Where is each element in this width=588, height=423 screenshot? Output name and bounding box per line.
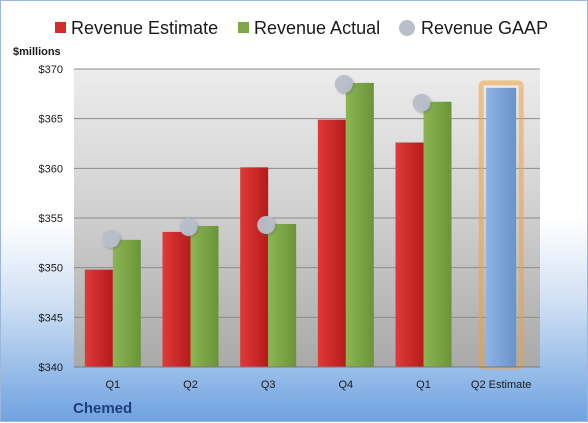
bar-revenue-estimate bbox=[162, 231, 191, 367]
x-category-label: Q2 bbox=[183, 379, 198, 391]
y-tick-label: $345 bbox=[39, 312, 63, 324]
y-tick-label: $360 bbox=[39, 163, 63, 175]
bar-revenue-estimate bbox=[317, 119, 346, 367]
y-tick-label: $340 bbox=[39, 362, 63, 374]
x-category-label: Q4 bbox=[338, 379, 353, 391]
bars bbox=[84, 80, 524, 370]
gaap-markers bbox=[101, 74, 432, 250]
x-axis: Q1 Q2 Q3 Q4 Q1 Q2 Estimate bbox=[74, 366, 540, 391]
bar-revenue-actual bbox=[423, 101, 452, 367]
legend-label-revenue-actual: Revenue Actual bbox=[254, 18, 380, 38]
legend-label-revenue-gaap: Revenue GAAP bbox=[421, 18, 548, 38]
legend-swatch-revenue-actual bbox=[238, 22, 249, 33]
gaap-marker bbox=[257, 215, 276, 234]
company-name: Chemed bbox=[73, 400, 132, 417]
y-tick-label: $365 bbox=[39, 114, 63, 126]
legend-swatch-revenue-estimate bbox=[55, 22, 66, 33]
legend-label-revenue-estimate: Revenue Estimate bbox=[71, 18, 218, 38]
gaap-marker bbox=[334, 74, 353, 93]
bar-revenue-estimate bbox=[240, 167, 269, 367]
bar-revenue-actual bbox=[190, 225, 219, 367]
x-category-label: Q1 bbox=[416, 379, 431, 391]
y-axis-unit-label: $millions bbox=[13, 46, 61, 58]
x-category-label: Q2 Estimate bbox=[471, 379, 532, 391]
gaap-marker bbox=[101, 229, 120, 248]
legend-swatch-revenue-gaap bbox=[399, 20, 415, 36]
x-category-label: Q1 bbox=[105, 379, 120, 391]
gaap-marker bbox=[412, 93, 431, 112]
bar-revenue-estimate bbox=[395, 142, 424, 367]
bar-revenue-actual bbox=[112, 239, 141, 367]
gaap-marker bbox=[179, 217, 198, 236]
y-tick-label: $355 bbox=[39, 213, 63, 225]
y-axis: $340 $345 $350 $355 $360 $365 $370 bbox=[39, 64, 63, 374]
bar-revenue-actual bbox=[345, 82, 374, 367]
bar-revenue-q2-estimate bbox=[486, 87, 517, 367]
y-tick-label: $370 bbox=[39, 64, 63, 76]
bar-revenue-actual bbox=[268, 223, 297, 367]
legend: Revenue Estimate Revenue Actual Revenue … bbox=[55, 18, 548, 38]
x-category-label: Q3 bbox=[261, 379, 276, 391]
y-tick-label: $350 bbox=[39, 263, 63, 275]
bar-revenue-estimate bbox=[84, 269, 113, 367]
